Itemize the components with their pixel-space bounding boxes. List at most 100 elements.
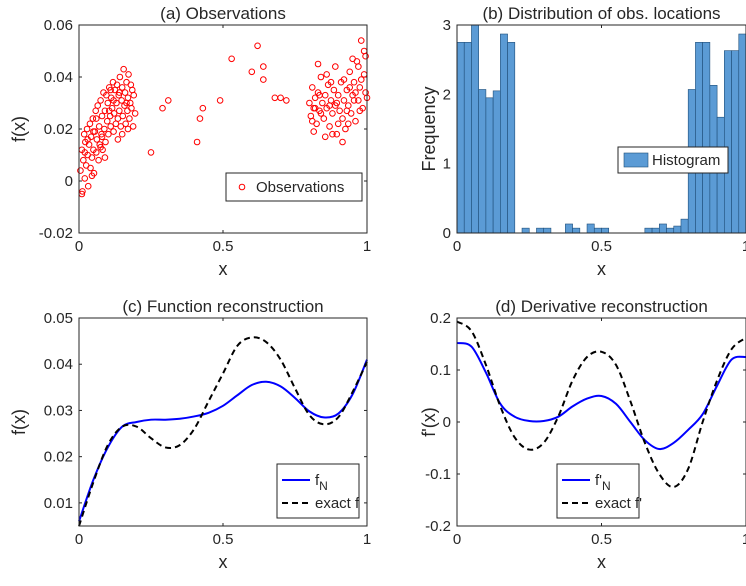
x-tick-label: 0 xyxy=(453,238,461,255)
legend-box xyxy=(276,463,360,519)
observation-point xyxy=(104,99,112,107)
observation-point xyxy=(317,73,325,81)
observation-point xyxy=(147,149,155,156)
x-tick-label: 0.5 xyxy=(591,238,612,255)
legend-swatch-histogram xyxy=(623,152,649,168)
observation-point xyxy=(357,76,365,83)
y-tick-label: -0.02 xyxy=(39,225,73,242)
observation-point xyxy=(327,78,335,86)
observation-point xyxy=(339,115,346,122)
observation-point xyxy=(88,172,96,180)
x-tick-label: 0 xyxy=(75,531,83,548)
histogram-bar xyxy=(572,227,581,234)
y-tick-label: 0 xyxy=(443,225,451,242)
observation-point xyxy=(95,156,102,164)
y-tick-label: 0.2 xyxy=(430,310,451,327)
observation-point xyxy=(316,91,323,99)
y-tick-label: -0.1 xyxy=(425,466,451,483)
observation-point xyxy=(129,123,137,130)
x-axis-label: x xyxy=(219,552,228,572)
observation-point xyxy=(346,84,354,91)
observation-point xyxy=(199,104,207,112)
observation-point xyxy=(98,130,105,138)
axes-frame xyxy=(456,317,746,527)
chart-title: (a) Observations xyxy=(160,4,286,23)
observation-point xyxy=(321,133,329,141)
observation-point xyxy=(336,107,343,115)
observation-point xyxy=(93,136,101,143)
histogram-bar xyxy=(543,227,552,234)
observation-point xyxy=(125,71,132,78)
histogram-bar xyxy=(593,227,602,234)
x-tick-label: 1 xyxy=(363,238,371,255)
observation-point xyxy=(83,125,91,133)
observation-point xyxy=(110,110,118,117)
observation-point xyxy=(77,167,84,174)
chart-title: (d) Derivative reconstruction xyxy=(495,297,708,316)
y-tick-label: 0.01 xyxy=(44,495,73,512)
observation-point xyxy=(98,133,106,141)
histogram-bar xyxy=(456,42,465,234)
axes-frame xyxy=(456,24,746,234)
panel-b-histogram: (b) Distribution of obs. locations 0 0.5 1 0… xyxy=(419,4,746,279)
observation-point xyxy=(113,81,121,89)
observation-point xyxy=(352,89,359,96)
histogram-bar xyxy=(673,225,682,234)
observation-point xyxy=(102,138,109,146)
y-tick-label: 0.03 xyxy=(44,402,73,419)
observation-point xyxy=(164,97,172,104)
observation-point xyxy=(352,117,359,125)
observation-point xyxy=(94,102,102,109)
x-axis-label: x xyxy=(597,552,606,572)
observation-point xyxy=(115,91,123,99)
observation-point xyxy=(116,107,123,115)
observation-point xyxy=(355,97,362,104)
axes-frame xyxy=(78,24,368,234)
y-tick-label: 0.02 xyxy=(44,449,73,466)
observation-point xyxy=(260,63,267,70)
observation-point xyxy=(349,55,356,63)
x-axis-label: x xyxy=(597,259,606,279)
observation-point xyxy=(90,128,97,135)
observation-point xyxy=(103,91,110,99)
observation-point xyxy=(123,99,130,107)
observation-point xyxy=(126,115,133,122)
histogram-bar xyxy=(463,42,472,234)
observation-point xyxy=(340,76,348,83)
observation-point xyxy=(346,68,354,76)
y-tick-label: 0 xyxy=(443,414,451,431)
legend-label-exact: exact f' xyxy=(595,495,642,512)
y-tick-label: 3 xyxy=(443,17,451,34)
observation-point xyxy=(117,123,125,130)
histogram-bar xyxy=(716,116,725,234)
observation-point xyxy=(334,120,342,128)
observation-point xyxy=(350,97,358,104)
histogram-bar xyxy=(507,42,516,234)
y-tick-label: 0.04 xyxy=(44,356,73,373)
observation-point xyxy=(101,154,109,161)
histogram-bar xyxy=(601,227,610,234)
observation-point xyxy=(308,84,316,91)
histogram-bar xyxy=(478,89,487,234)
histogram-bar xyxy=(666,227,675,234)
observation-point xyxy=(339,138,346,146)
histogram-bar xyxy=(485,97,494,234)
histogram-bar xyxy=(586,223,595,234)
observation-point xyxy=(114,115,122,122)
legend-label-reconstruction: fN xyxy=(315,472,328,493)
histogram-bar xyxy=(658,223,667,234)
x-tick-label: 0 xyxy=(75,238,83,255)
observation-point xyxy=(319,99,326,107)
observation-point xyxy=(343,107,351,115)
histogram-bar xyxy=(724,50,732,234)
y-tick-label: -0.2 xyxy=(425,518,451,535)
panel-d-derivative-reconstruction: (d) Derivative reconstruction 0 0.5 1 -0.2 -0… xyxy=(419,297,746,572)
observation-point xyxy=(118,97,125,104)
legend-label-observations: Observations xyxy=(256,179,344,196)
observation-point xyxy=(89,115,97,122)
y-tick-label: 0.04 xyxy=(44,69,73,86)
observation-point xyxy=(340,97,348,104)
observation-point xyxy=(329,110,336,117)
observation-point xyxy=(248,68,256,76)
legend-label-exact: exact f xyxy=(315,495,360,512)
